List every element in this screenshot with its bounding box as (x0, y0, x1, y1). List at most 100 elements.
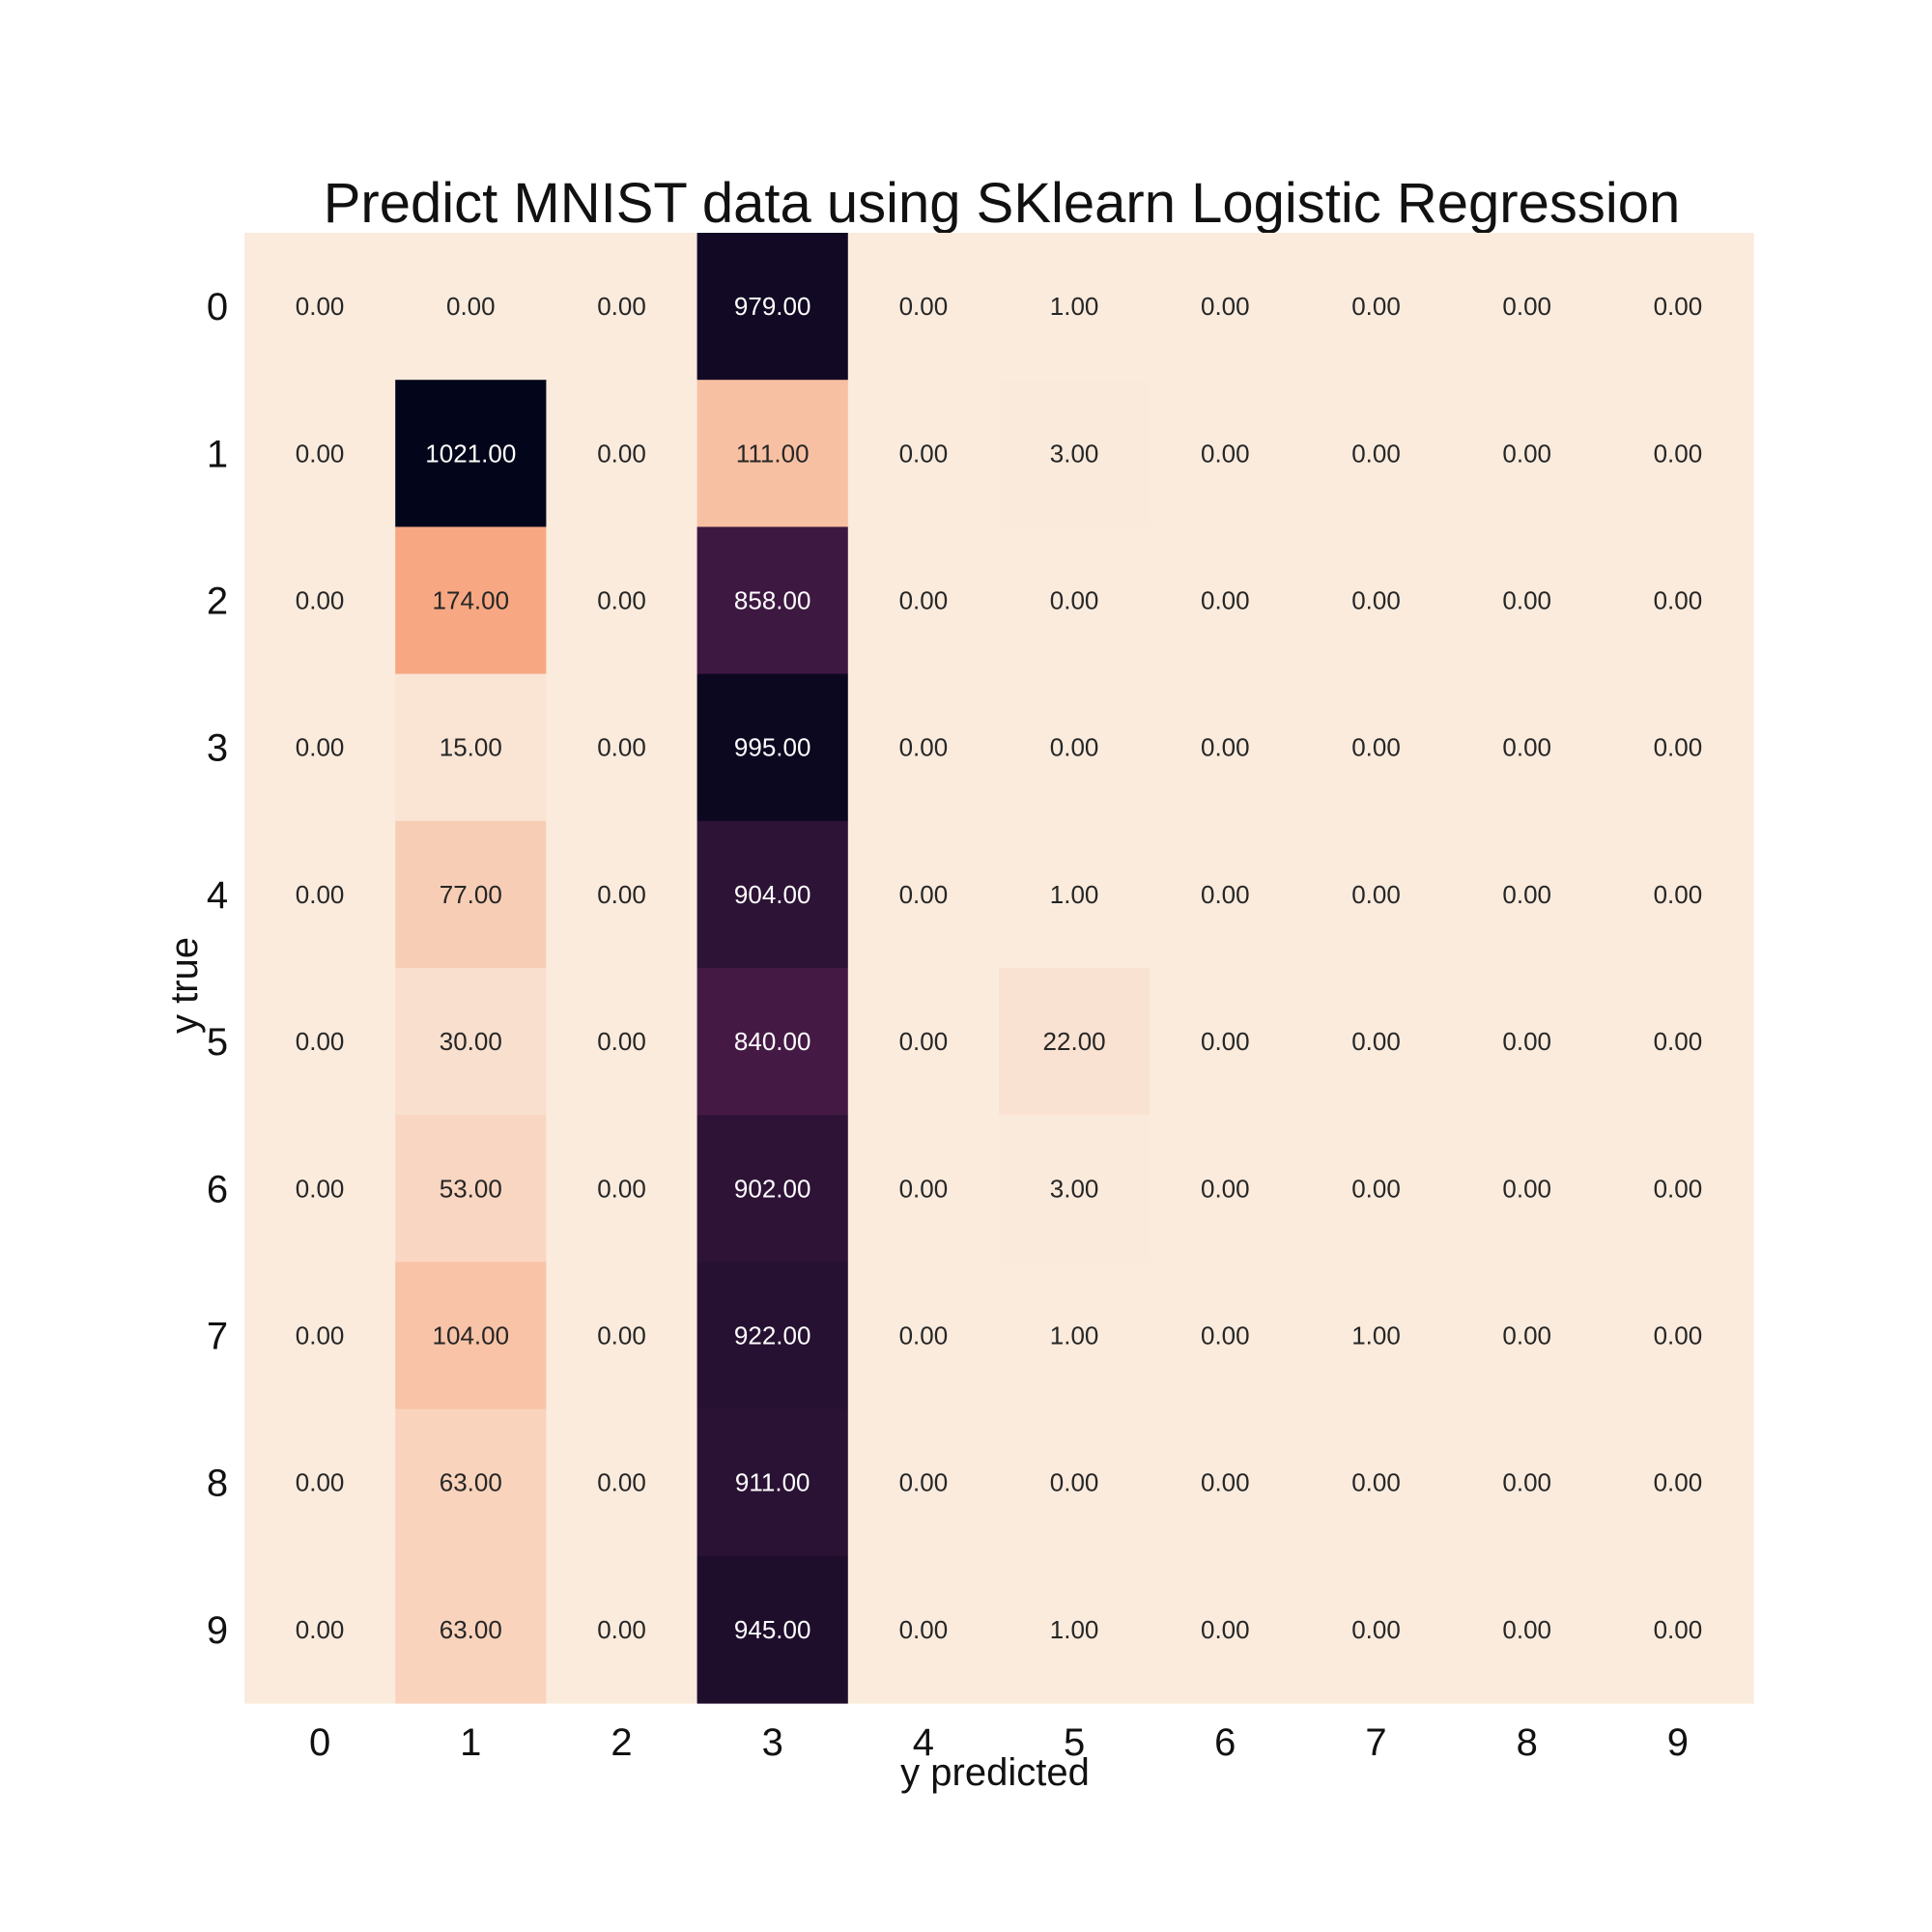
heatmap-cell (1150, 233, 1301, 381)
cell-value-label: 0.00 (899, 880, 949, 909)
cell-value-label: 0.00 (1502, 880, 1551, 909)
cell-value-label: 3.00 (1050, 1174, 1099, 1203)
heatmap-cell (1150, 820, 1301, 969)
cell-value-label: 0.00 (296, 1027, 345, 1056)
x-tick-label: 3 (762, 1721, 783, 1764)
heatmap-cell (1602, 233, 1754, 381)
y-tick-label: 2 (207, 581, 228, 623)
heatmap-cell (395, 233, 547, 381)
cell-value-label: 0.00 (1502, 586, 1551, 615)
heatmap-cell (696, 1262, 849, 1410)
heatmap-cell (395, 1555, 547, 1704)
cell-value-label: 0.00 (1502, 1321, 1551, 1350)
heatmap-cell (999, 526, 1151, 675)
heatmap-cell (1300, 1408, 1453, 1557)
y-tick-labels: 0 1 2 3 4 5 6 7 8 9 (207, 286, 228, 1652)
heatmap-cell (244, 526, 396, 675)
cell-value-label: 0.00 (1201, 1174, 1250, 1203)
heatmap-cell (1150, 673, 1301, 822)
heatmap-cell (1150, 1555, 1301, 1704)
cell-value-label: 1.00 (1351, 1321, 1401, 1350)
heatmap-cell (1300, 968, 1453, 1116)
cell-value-label: 0.00 (296, 733, 345, 762)
cell-value-label: 22.00 (1043, 1027, 1106, 1056)
heatmap-cell (395, 526, 547, 675)
heatmap-cell (1300, 1555, 1453, 1704)
cell-value-label: 104.00 (433, 1321, 510, 1350)
heatmap-cell (546, 1408, 698, 1557)
heatmap-cell (999, 1115, 1151, 1263)
cell-value-label: 0.00 (899, 1174, 949, 1203)
heatmap-cell (1150, 526, 1301, 675)
cell-value-label: 0.00 (1502, 1468, 1551, 1497)
heatmap-cell (1451, 526, 1604, 675)
cell-value-label: 922.00 (734, 1321, 811, 1350)
heatmap-cell (847, 1262, 1000, 1410)
heatmap-cells: 0.00 0.00 0.00 979.00 0.00 1.00 0.00 0.00 0.00 0.… (244, 233, 1754, 1704)
heatmap-cell (1602, 526, 1754, 675)
cell-value-label: 858.00 (734, 586, 811, 615)
heatmap-cell (395, 1408, 547, 1557)
cell-value-label: 0.00 (1201, 1321, 1250, 1350)
cell-value-label: 0.00 (1654, 292, 1703, 321)
cell-value-label: 0.00 (1654, 1027, 1703, 1056)
cell-value-label: 0.00 (899, 292, 949, 321)
heatmap-cell (999, 1408, 1151, 1557)
heatmap-cell (1602, 820, 1754, 969)
heatmap-cell (546, 380, 698, 527)
cell-value-label: 0.00 (446, 292, 496, 321)
heatmap-cell (395, 820, 547, 969)
heatmap-cell (696, 968, 849, 1116)
x-tick-label: 8 (1517, 1721, 1538, 1764)
cell-value-label: 0.00 (1351, 733, 1401, 762)
cell-value-label: 0.00 (597, 439, 646, 468)
cell-value-label: 111.00 (736, 439, 810, 468)
heatmap-cell (1602, 1408, 1754, 1557)
x-tick-labels: 0 1 2 3 4 5 6 7 8 9 (309, 1721, 1689, 1764)
heatmap-cell (1602, 673, 1754, 822)
cell-value-label: 0.00 (597, 1468, 646, 1497)
heatmap-cell (1602, 1115, 1754, 1263)
y-tick-label: 6 (207, 1168, 228, 1210)
cell-value-label: 0.00 (899, 1027, 949, 1056)
cell-value-label: 0.00 (1654, 1174, 1703, 1203)
heatmap-cell (999, 1555, 1151, 1704)
cell-value-label: 0.00 (1351, 292, 1401, 321)
cell-value-label: 53.00 (440, 1174, 502, 1203)
cell-value-label: 0.00 (597, 733, 646, 762)
x-tick-label: 2 (611, 1721, 632, 1764)
heatmap-cell (1451, 1555, 1604, 1704)
cell-value-label: 0.00 (1201, 1027, 1250, 1056)
cell-value-label: 0.00 (597, 1615, 646, 1644)
heatmap-cell (1150, 1408, 1301, 1557)
cell-value-label: 0.00 (899, 733, 949, 762)
cell-value-label: 0.00 (597, 292, 646, 321)
heatmap-cell (847, 526, 1000, 675)
cell-value-label: 0.00 (899, 439, 949, 468)
cell-value-label: 0.00 (1351, 439, 1401, 468)
y-tick-label: 0 (207, 286, 228, 328)
heatmap-cell (696, 233, 849, 381)
heatmap-cell (1300, 233, 1453, 381)
cell-value-label: 0.00 (1502, 292, 1551, 321)
heatmap-cell (1451, 1408, 1604, 1557)
cell-value-label: 0.00 (899, 1321, 949, 1350)
heatmap-cell (999, 380, 1151, 527)
cell-value-label: 0.00 (296, 1174, 345, 1203)
heatmap-cell (1300, 673, 1453, 822)
heatmap-cell (1602, 380, 1754, 527)
heatmap-cell (696, 673, 849, 822)
cell-value-label: 0.00 (899, 1468, 949, 1497)
cell-value-label: 30.00 (440, 1027, 502, 1056)
heatmap-cell (696, 1408, 849, 1557)
heatmap-cell (1150, 380, 1301, 527)
cell-value-label: 0.00 (1502, 1174, 1551, 1203)
x-tick-label: 7 (1365, 1721, 1386, 1764)
cell-value-label: 1.00 (1050, 1321, 1099, 1350)
x-tick-label: 9 (1667, 1721, 1689, 1764)
heatmap-cell (546, 1555, 698, 1704)
cell-value-label: 0.00 (296, 439, 345, 468)
cell-value-label: 0.00 (1502, 439, 1551, 468)
cell-value-label: 0.00 (597, 1027, 646, 1056)
cell-value-label: 3.00 (1050, 439, 1099, 468)
